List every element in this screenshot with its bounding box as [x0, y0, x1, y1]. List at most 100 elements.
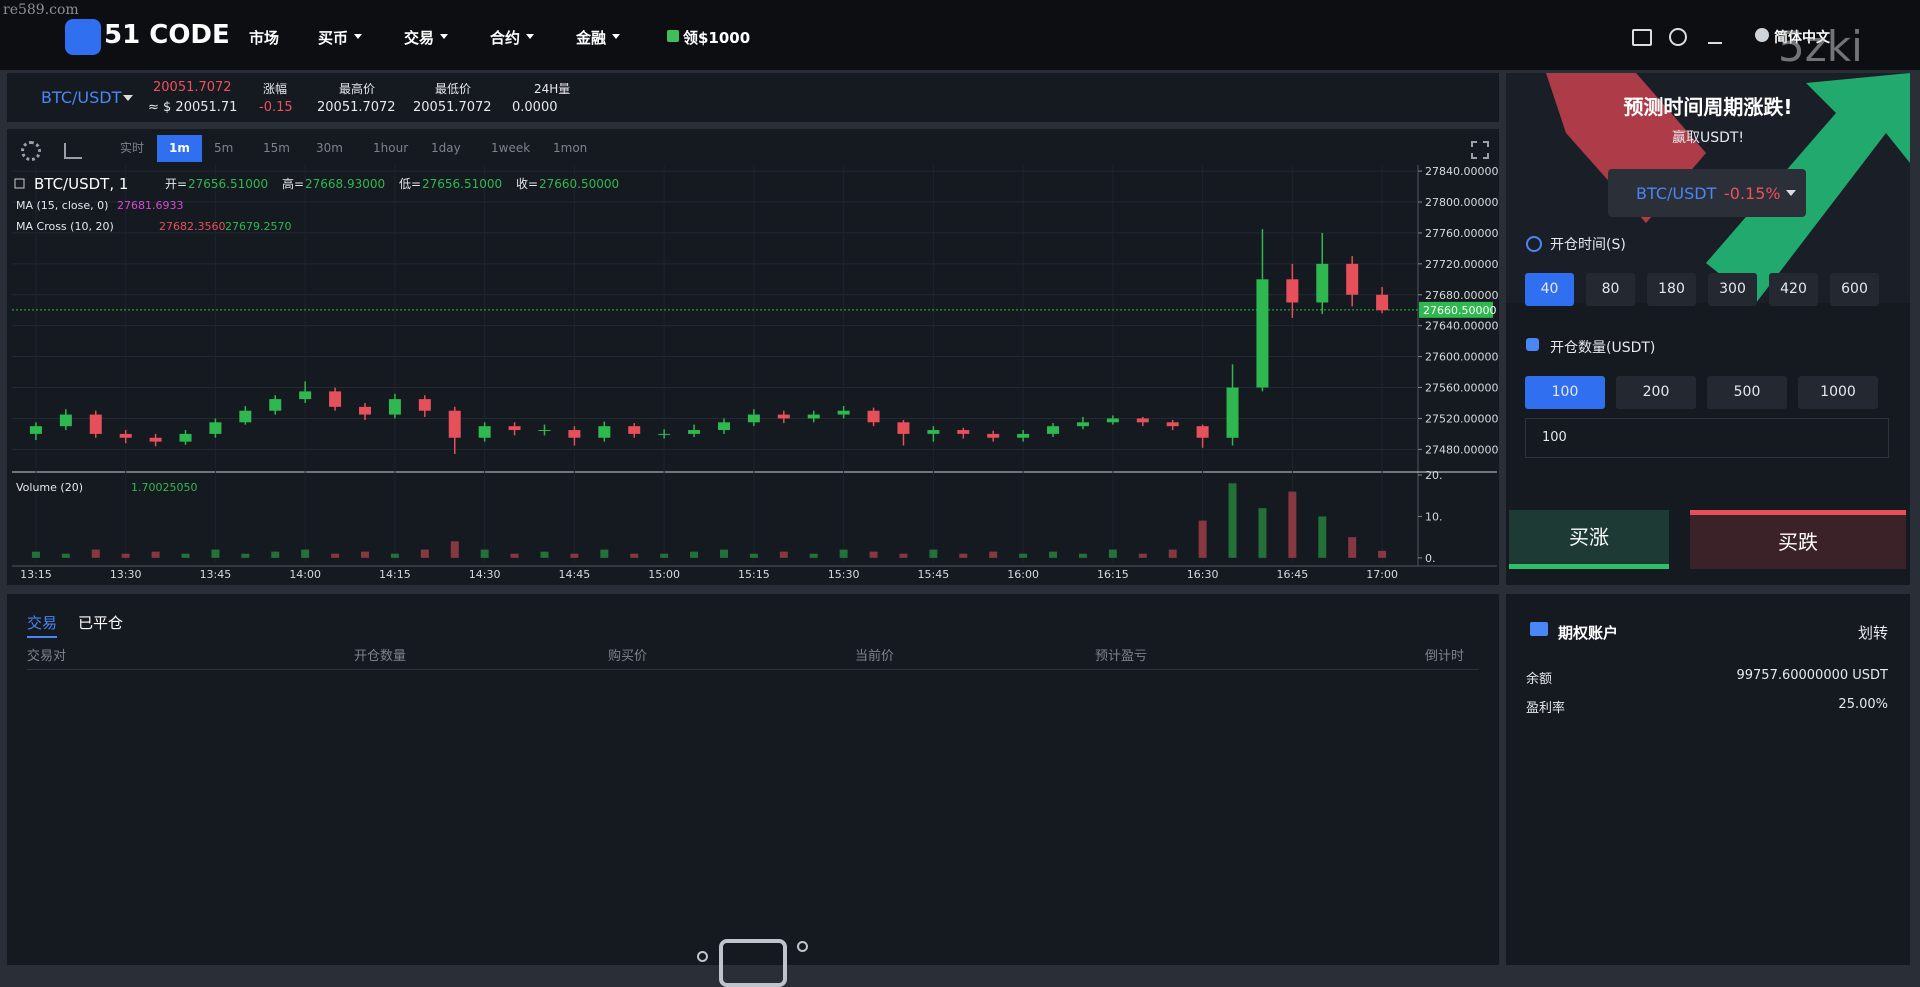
volume-bar [1258, 508, 1267, 558]
indicator-icon[interactable] [64, 143, 82, 159]
order-tab[interactable]: 已平仓 [78, 614, 124, 632]
nav-item[interactable]: 市场 [249, 29, 280, 47]
promo-link[interactable]: 领$1000 [683, 29, 751, 47]
volume-bar [839, 549, 848, 558]
nav-caret[interactable] [440, 34, 448, 43]
dropdown-change[interactable]: -0.15% [1724, 184, 1781, 203]
sell-button[interactable]: 买跌 [1690, 510, 1906, 569]
nav-caret[interactable] [354, 34, 362, 43]
interval-tab[interactable]: 15m [263, 141, 290, 155]
study-value: 27681.6933 [117, 199, 183, 212]
empty-dot [697, 951, 708, 962]
dropdown-pair[interactable]: BTC/USDT [1636, 184, 1717, 203]
pair-select[interactable]: BTC/USDT [41, 88, 122, 107]
interval-tab[interactable]: 1hour [373, 141, 409, 155]
volume-bar [660, 553, 669, 558]
y-tick-label: 27760.00000 [1425, 227, 1498, 240]
volume-name: Volume (20) [16, 481, 83, 494]
candle-body [688, 430, 701, 434]
interval-tab[interactable]: 1mon [553, 141, 588, 155]
buy-button[interactable]: 买涨 [1509, 510, 1669, 569]
collapse-icon [14, 178, 25, 189]
nav-item[interactable]: 买币 [318, 29, 349, 47]
amount-option[interactable]: 100 [1525, 376, 1605, 409]
language[interactable]: 简体中文 [1774, 30, 1830, 46]
orders-panel: 交易 已平仓 交易对 开仓数量 购买价 当前价 预计盈亏 倒计时 [7, 594, 1499, 987]
y-tick-label: 27560.00000 [1425, 382, 1498, 395]
candle-body [1076, 422, 1089, 427]
candle-body [1346, 263, 1359, 295]
last-price: 20051.7072 [153, 80, 232, 95]
amount-input[interactable]: 100 [1525, 418, 1889, 458]
nav-item[interactable]: 交易 [404, 29, 435, 47]
candle-body [807, 414, 820, 419]
candle-body [1136, 418, 1149, 423]
nav-caret[interactable] [526, 34, 534, 43]
user-icon[interactable] [1669, 28, 1687, 46]
volume-bar [61, 553, 70, 558]
globe-icon[interactable] [1755, 28, 1769, 42]
volume-bar [1138, 553, 1147, 558]
time-option[interactable]: 40 [1525, 273, 1574, 306]
wallet-icon[interactable] [1632, 29, 1652, 46]
stat-label: 涨幅 [263, 82, 288, 96]
stat-value: 20051.7072 [317, 100, 396, 115]
caret[interactable] [123, 95, 133, 106]
interval-tab[interactable]: 1m [157, 135, 202, 162]
volume-bar [1288, 491, 1297, 558]
candle-body [538, 430, 551, 432]
interval-tab[interactable]: 30m [316, 141, 343, 155]
ohlc-value: 27656.51000 [188, 177, 268, 191]
column-header: 开仓数量 [354, 649, 407, 664]
dropdown-caret[interactable] [1786, 190, 1796, 201]
download-icon[interactable] [1708, 28, 1722, 44]
time-option[interactable]: 80 [1586, 273, 1635, 306]
order-tab[interactable]: 交易 [27, 612, 58, 638]
x-tick-label: 14:45 [559, 568, 591, 581]
ohlc-value: 27660.50000 [539, 177, 619, 191]
study-value: 27682.3560 [159, 220, 225, 233]
candle-body [1047, 426, 1060, 434]
interval-tab[interactable]: 1week [491, 141, 531, 155]
time-option[interactable]: 600 [1830, 273, 1879, 306]
interval-tab[interactable]: 实时 [120, 141, 145, 155]
time-option[interactable]: 300 [1708, 273, 1757, 306]
nav-caret[interactable] [612, 34, 620, 43]
interval-tab[interactable]: 5m [214, 141, 234, 155]
time-label: 开仓时间(S) [1550, 237, 1626, 253]
logo-text[interactable]: 51 CODE [104, 20, 230, 50]
volume-bar [719, 549, 728, 558]
volume-bar [91, 549, 100, 558]
nav-item[interactable]: 金融 [576, 29, 607, 47]
stat-value: -0.15 [259, 100, 293, 115]
volume-bar [570, 553, 579, 558]
settings-icon[interactable] [21, 141, 41, 161]
volume-bar [959, 553, 968, 558]
volume-bar [271, 551, 280, 558]
volume-bar [869, 551, 878, 558]
account-label: 盈利率 [1526, 701, 1566, 716]
candle-body [478, 426, 491, 438]
price-chart: 27480.00000 27520.00000 27560.00000 27600.0… [12, 165, 1498, 581]
banner-green [1706, 73, 1910, 303]
fullscreen-icon[interactable] [1471, 141, 1489, 159]
time-option[interactable]: 420 [1769, 273, 1818, 306]
candle-body [1166, 422, 1179, 427]
time-option[interactable]: 180 [1647, 273, 1696, 306]
transfer-link[interactable]: 划转 [1857, 624, 1888, 642]
volume-value: 1.70025050 [131, 481, 197, 494]
pair-dropdown[interactable] [1608, 169, 1806, 217]
amount-option[interactable]: 500 [1707, 376, 1787, 409]
usd-price: ≈ $ 20051.71 [148, 100, 238, 115]
candle-body [329, 391, 342, 407]
interval-tab[interactable]: 1day [431, 141, 461, 155]
volume-tick-label: 20. [1425, 469, 1443, 482]
nav-item[interactable]: 合约 [490, 29, 521, 47]
candle-body [29, 426, 42, 434]
candle-body [1226, 387, 1239, 438]
amount-option[interactable]: 200 [1616, 376, 1696, 409]
account-label: 余额 [1526, 672, 1553, 687]
logo-icon[interactable] [65, 19, 101, 55]
y-tick-label: 27480.00000 [1425, 443, 1498, 456]
amount-option[interactable]: 1000 [1798, 376, 1878, 409]
